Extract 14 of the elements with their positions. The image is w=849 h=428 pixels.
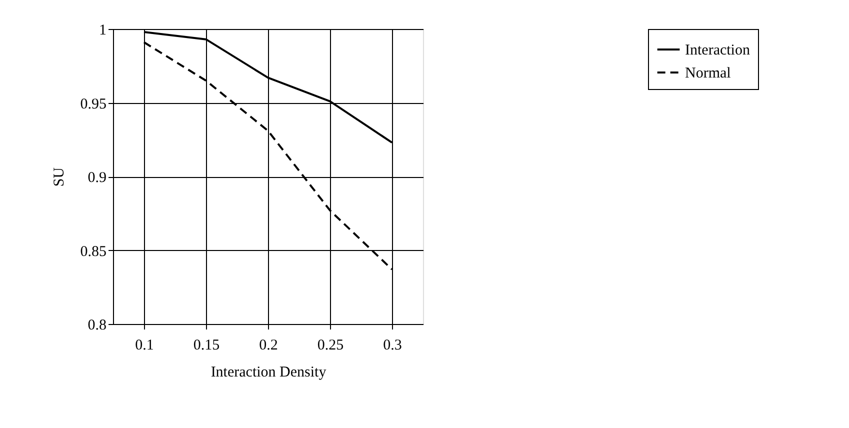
x-tick-label: 0.3 [383,338,402,354]
y-tick-label: 1 [99,22,106,38]
x-tick-label: 0.15 [193,338,220,354]
x-tick-label: 0.25 [317,338,344,354]
y-tick-label: 0.9 [88,170,106,186]
y-tick-label: 0.8 [88,318,106,334]
legend-label: Normal [685,66,731,82]
y-axis-title: SU [51,167,68,187]
x-tick-label: 0.1 [135,338,154,354]
y-tick-label: 0.85 [80,244,106,260]
x-axis-title: Interaction Density [210,364,327,380]
y-tick-label: 0.95 [80,96,106,112]
legend-label: Interaction [685,42,750,58]
x-tick-label: 0.2 [259,338,278,354]
